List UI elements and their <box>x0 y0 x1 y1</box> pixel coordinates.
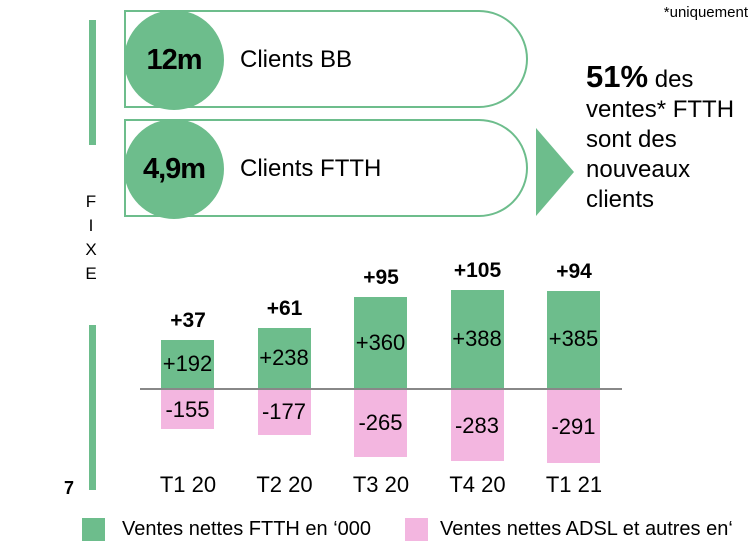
callout-line: clients <box>586 186 655 213</box>
page-number: 7 <box>64 478 75 498</box>
total-label: +37 <box>170 308 206 332</box>
side-label-letter: X <box>85 240 97 259</box>
category-label: T2 20 <box>256 472 313 497</box>
kpi-circle-ftth: 4,9m <box>124 119 224 219</box>
callout-line: ventes* FTTH <box>586 96 735 123</box>
category-label: T1 21 <box>545 472 603 497</box>
legend-swatch-ftth <box>82 518 105 541</box>
bar-ftth: +388 <box>450 290 504 388</box>
bar-adsl: -265 <box>354 390 407 457</box>
total-label: +61 <box>266 297 303 321</box>
side-bar-bottom <box>89 325 96 490</box>
bar-ftth: +385 <box>547 290 600 388</box>
category-label: T4 20 <box>449 472 506 497</box>
bar-adsl: -177 <box>257 390 311 435</box>
total-label: +105 <box>453 259 502 283</box>
side-bar-top <box>89 20 96 145</box>
callout-line: sont des <box>586 126 677 153</box>
side-label-letter: F <box>85 192 97 211</box>
category-label: T1 20 <box>159 472 217 497</box>
legend-label-adsl: Ventes nettes ADSL et autres en‘ <box>440 518 733 540</box>
total-label: +95 <box>363 266 399 290</box>
legend-label-ftth: Ventes nettes FTTH en ‘000 <box>122 518 372 540</box>
legend-swatch-adsl <box>405 518 428 541</box>
bar-adsl: -283 <box>450 390 504 462</box>
bar-adsl: -291 <box>547 390 600 464</box>
callout-line1: des <box>648 66 694 93</box>
total-label: +94 <box>556 259 592 283</box>
bar-ftth: +192 <box>161 339 214 388</box>
kpi-circle-bb: 12m <box>124 10 224 110</box>
callout-line: nouveaux <box>586 156 691 183</box>
category-label: T3 20 <box>352 472 410 497</box>
bar-ftth: +238 <box>257 328 311 388</box>
side-label-letter: I <box>88 216 94 235</box>
kpi-label-bb: Clients BB <box>240 46 353 73</box>
kpi-label-ftth: Clients FTTH <box>240 155 382 182</box>
bar-ftth: +360 <box>354 297 407 388</box>
callout-text: 51% des ventes* FTTH sont des nouveaux c… <box>586 59 735 215</box>
footnote: *uniquement <box>663 4 748 21</box>
bar-adsl: -155 <box>161 390 214 430</box>
zero-axis <box>140 388 622 390</box>
callout-highlight: 51% <box>586 59 649 94</box>
arrow-right-icon <box>536 128 574 216</box>
side-label-letter: E <box>85 264 97 283</box>
